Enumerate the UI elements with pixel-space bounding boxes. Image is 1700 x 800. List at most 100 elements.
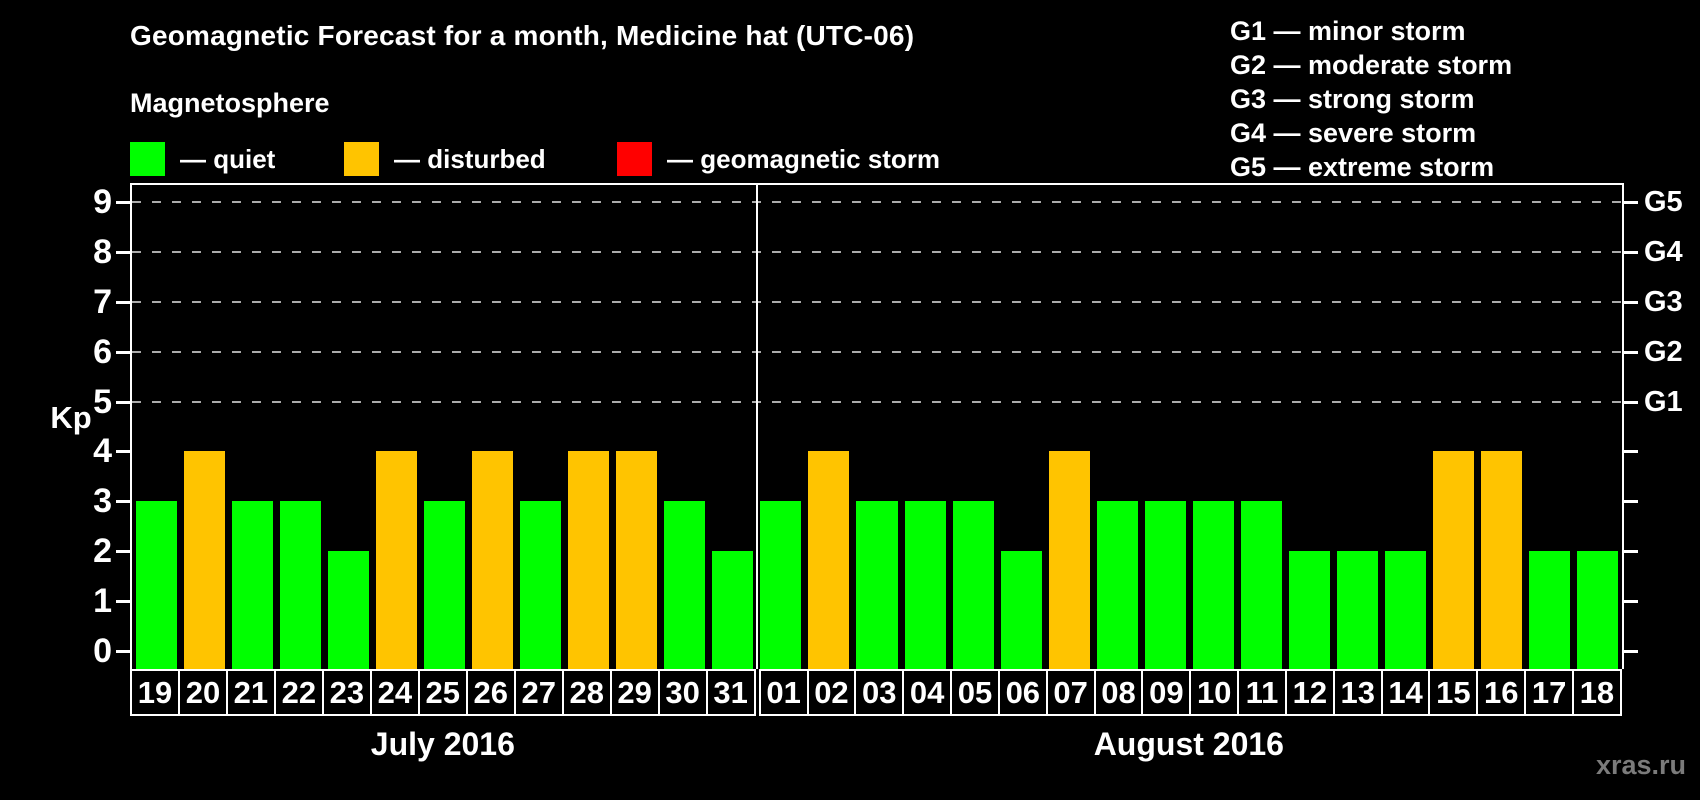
gridline-kp-5 [132,400,1622,403]
kp-bar-day-07 [1048,451,1090,669]
kp-bar-day-04 [904,501,946,669]
day-label: 10 [1189,669,1240,716]
kp-bar-day-01 [760,501,802,669]
day-label: 11 [1237,669,1287,716]
right-axis-label-G1: G1 [1644,385,1683,418]
right-axis-label-G5: G5 [1644,185,1683,218]
legend-label-disturbed: — disturbed [394,143,546,174]
day-label: 29 [609,669,660,716]
y-axis-tick [116,600,130,604]
day-label-group: 19 20 21 22 23 24 25 26 27 28 29 30 31 [130,669,756,716]
gridline-kp-8 [132,250,1622,253]
y-axis-tick [116,650,130,653]
day-label: 08 [1093,669,1144,716]
y-axis-line [130,183,132,669]
kp-bar-day-16 [1481,451,1523,669]
right-axis-tick [1624,350,1638,354]
y-axis-tick [116,200,130,204]
kp-bar-day-14 [1385,551,1427,669]
y-axis-tick-label: 0 [93,632,112,670]
day-label: 23 [321,669,372,716]
kp-bar-day-31 [712,551,754,669]
legend-item-quiet: — quiet [130,141,275,177]
plot-top-border [130,183,1624,185]
magnetosphere-heading: Magnetosphere [130,88,330,118]
gridline-kp-9 [132,200,1622,203]
kp-bar-day-09 [1144,501,1186,669]
storm-scale-line: G5 — extreme storm [1230,152,1495,182]
kp-bar-day-13 [1337,551,1379,669]
storm-scale-line: G1 — minor storm [1230,16,1466,46]
right-axis-tick [1624,550,1638,554]
right-axis-tick [1624,600,1638,604]
plot-area [132,185,1622,669]
kp-bar-day-18 [1577,551,1619,669]
day-label: 13 [1332,669,1383,716]
right-axis-label-G3: G3 [1644,285,1683,318]
kp-bar-day-28 [568,451,610,669]
y-axis-tick [116,250,130,254]
day-label: 21 [225,669,276,716]
day-label: 03 [854,669,905,716]
right-axis-tick [1624,500,1638,504]
legend-swatch-disturbed-icon [344,142,379,176]
kp-bar-day-12 [1289,551,1331,669]
kp-bar-day-23 [327,551,369,669]
kp-bar-day-24 [375,451,417,669]
kp-bar-day-08 [1096,501,1138,669]
day-label: 26 [465,669,516,716]
kp-bar-day-17 [1529,551,1571,669]
kp-bar-day-15 [1433,451,1475,669]
kp-bar-day-20 [183,451,225,669]
day-label: 06 [997,669,1048,716]
right-axis-tick [1624,450,1638,454]
kp-bar-day-27 [520,501,562,669]
day-label: 12 [1284,669,1335,716]
day-label: 17 [1524,669,1575,716]
kp-bar-day-25 [423,501,465,669]
kp-bar-day-05 [952,501,994,669]
day-label: 16 [1476,669,1527,716]
y-axis-tick [116,400,130,404]
day-label: 09 [1141,669,1192,716]
y-axis-tick [116,300,130,304]
kp-bar-day-30 [664,501,706,669]
right-axis-line [1622,183,1624,669]
day-label: 15 [1428,669,1479,716]
storm-scale-line: G4 — severe storm [1230,118,1477,148]
y-axis-tick-label: 2 [93,532,112,571]
storm-scale-line: G2 — moderate storm [1230,50,1513,80]
day-label: 05 [950,669,1000,716]
day-label: 20 [177,669,228,716]
chart-title: Geomagnetic Forecast for a month, Medici… [130,20,915,51]
kp-bar-day-19 [135,501,177,669]
y-axis-tick-label: 9 [93,182,112,221]
y-axis-tick-label: 8 [93,232,112,271]
legend-label-geomagnetic-storm: — geomagnetic storm [667,143,941,174]
day-label: 27 [513,669,564,716]
y-axis-tick-label: 5 [93,382,112,421]
kp-bar-day-10 [1192,501,1234,669]
gridline-kp-6 [132,350,1622,353]
day-label: 18 [1572,669,1622,716]
right-axis-tick [1624,300,1638,304]
gridline-kp-7 [132,300,1622,303]
y-axis-tick [116,550,130,554]
legend-swatch-quiet-icon [130,142,165,176]
legend-swatch-geomagnetic-storm-icon [617,142,652,176]
day-label: 19 [130,669,180,716]
y-axis-tick [116,450,130,454]
month-label: August 2016 [1093,726,1284,762]
right-axis-tick [1624,400,1638,404]
day-label: 25 [417,669,468,716]
y-axis-tick [116,500,130,504]
y-axis-tick-label: 7 [93,282,112,321]
right-axis-tick [1624,250,1638,254]
legend-label-quiet: — quiet [180,143,276,174]
storm-scale-line: G3 — strong storm [1230,84,1475,114]
month-label: July 2016 [370,726,515,762]
day-label: 30 [657,669,708,716]
day-label: 28 [561,669,612,716]
y-axis-tick-label: 6 [93,332,112,371]
